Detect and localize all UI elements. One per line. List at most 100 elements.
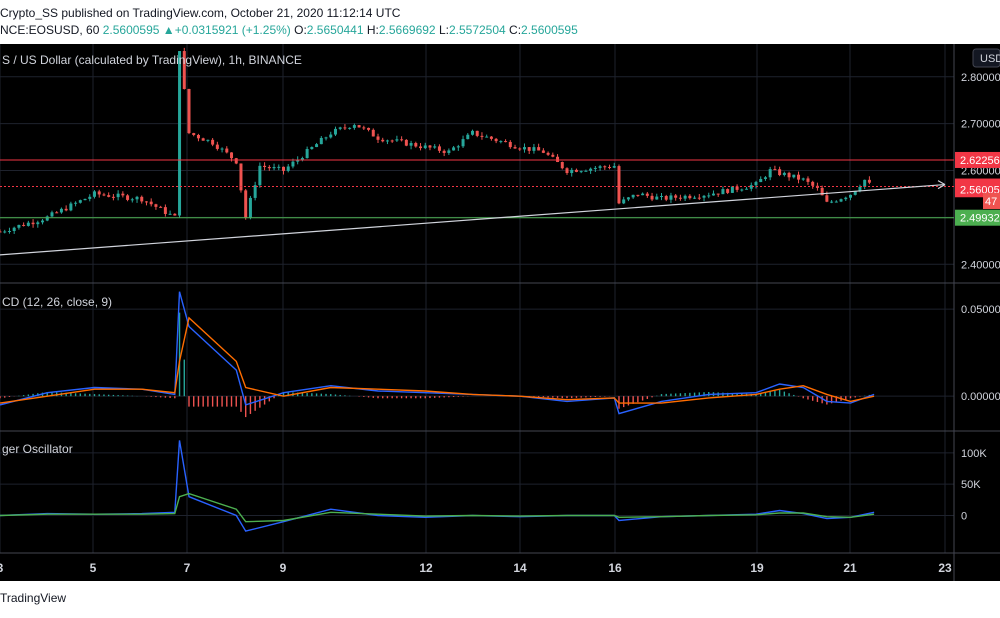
candle-body: [546, 152, 550, 155]
candle-body: [215, 144, 219, 149]
candle-body: [74, 202, 78, 204]
high-value: 2.5669692: [378, 23, 436, 37]
candle-body: [419, 146, 423, 149]
candle-body: [485, 136, 489, 138]
chart-background: [0, 44, 1000, 581]
x-tick-label: 23: [938, 561, 952, 575]
candle-body: [0, 231, 2, 233]
candle-body: [59, 208, 63, 213]
candle-body: [26, 222, 30, 226]
candle-body: [806, 178, 810, 182]
candle-body: [480, 135, 484, 137]
candle-body: [3, 231, 7, 233]
candle-body: [7, 231, 11, 233]
x-tick-label: 5: [90, 561, 97, 575]
price-change: +0.0315921 (+1.25%): [174, 23, 291, 37]
x-tick-label: 14: [513, 561, 527, 575]
macd-pane: [0, 291, 875, 418]
candle-body: [622, 199, 626, 204]
candle-body: [527, 147, 531, 151]
candle-body: [773, 169, 777, 171]
candle-body: [820, 187, 824, 196]
candle-body: [428, 145, 432, 148]
y-tick-label: 0.00000: [961, 391, 1000, 403]
axis-layer: 2.400002.502.600002.700002.800000.000000…: [0, 48, 1000, 575]
y-tick-label: 0.05000: [961, 304, 1000, 316]
candle-body: [272, 167, 276, 169]
candle-body: [697, 197, 701, 199]
candle-body: [244, 190, 248, 218]
candle-body: [830, 201, 834, 203]
candle-body: [631, 194, 635, 198]
macd-series-line: [0, 291, 875, 415]
candle-body: [367, 127, 371, 130]
candle-body: [849, 194, 852, 198]
candle-body: [163, 207, 167, 214]
publish-text: Crypto_SS published on TradingView.com, …: [0, 6, 401, 20]
candle-body: [135, 196, 139, 200]
candle-body: [669, 195, 673, 200]
candle-body: [565, 168, 569, 174]
candle-body: [778, 169, 782, 176]
candle-body: [310, 147, 314, 150]
candle-body: [556, 156, 560, 163]
ohlc-line: NCE:EOSUSD, 60 2.5600595 ▲+0.0315921 (+1…: [0, 20, 1000, 40]
candle-body: [329, 134, 333, 138]
candle-body: [471, 130, 474, 135]
countdown-badge-box: [983, 192, 1000, 209]
candle-body: [797, 174, 801, 180]
candle-body: [78, 200, 82, 203]
candle-body: [560, 162, 564, 169]
candle-body: [319, 137, 323, 145]
candle-body: [664, 196, 668, 200]
candle-body: [749, 185, 753, 189]
candle-body: [111, 196, 115, 198]
candle-body: [593, 167, 597, 169]
candle-body: [508, 141, 512, 148]
candle-body: [168, 213, 172, 215]
candle-body: [834, 201, 838, 203]
candle-body: [286, 166, 290, 171]
candle-body: [121, 193, 125, 196]
candle-body: [645, 193, 649, 196]
candle-body: [144, 201, 148, 203]
candle-body: [863, 179, 867, 187]
candle-body: [678, 197, 682, 199]
candle-body: [225, 148, 229, 153]
x-tick-label: 9: [280, 561, 287, 575]
candle-body: [782, 172, 786, 176]
candle-body: [206, 139, 210, 141]
candle-body: [650, 195, 654, 200]
candle-body: [589, 168, 593, 171]
close-label: C:: [509, 23, 522, 37]
y-tick-label: 2.70000: [961, 119, 1000, 131]
candle-body: [461, 139, 465, 147]
candle-body: [626, 197, 630, 200]
candle-body: [17, 224, 21, 228]
candle-body: [253, 185, 257, 198]
candle-body: [338, 127, 342, 129]
candle-body: [230, 152, 234, 159]
candle-body: [182, 51, 186, 90]
candle-body: [173, 213, 177, 216]
trendline-arrow-icon: [937, 180, 946, 190]
macd-signal-series-line: [0, 316, 875, 404]
candle-body: [41, 220, 45, 223]
candle-body: [660, 196, 663, 198]
candle-body: [858, 186, 862, 192]
candle-body: [211, 139, 215, 145]
chart-canvas[interactable]: 2.400002.502.600002.700002.800000.000000…: [0, 44, 1000, 581]
candle-body: [579, 171, 583, 173]
candle-body: [116, 193, 120, 198]
candle-body: [518, 148, 522, 150]
candle-body: [541, 150, 545, 153]
candle-body: [220, 148, 224, 150]
candle-body: [617, 166, 621, 204]
candle-body: [711, 193, 715, 196]
candle-body: [433, 146, 437, 148]
candle-body: [130, 199, 134, 201]
candle-body: [390, 140, 394, 142]
price-pane: [0, 47, 954, 256]
candle-body: [404, 139, 408, 146]
candle-body: [414, 143, 418, 147]
